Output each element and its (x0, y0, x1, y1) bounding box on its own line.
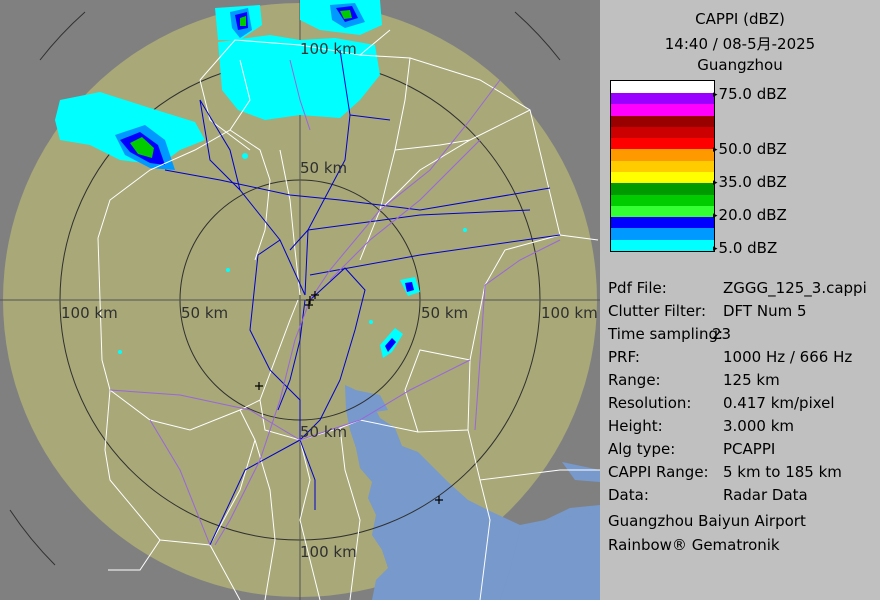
legend-label-35: 35.0 dBZ (713, 173, 787, 191)
site-name: Guangzhou (697, 56, 783, 74)
color-scale-swatch (611, 239, 714, 252)
info-key: Resolution: (608, 394, 692, 412)
legend-label-20: 20.0 dBZ (713, 206, 787, 224)
radar-echoes (55, 0, 467, 358)
range-label-west-100: 100 km (61, 304, 118, 322)
info-value: 23 (712, 325, 732, 343)
info-row-alg-type: Alg type: PCAPPI (608, 440, 880, 462)
airport-name: Guangzhou Baiyun Airport (608, 512, 806, 530)
radar-map-canvas: 100 km 50 km 100 km 50 km 50 km 100 km 5… (0, 0, 600, 600)
info-value: DFT Num 5 (723, 302, 807, 320)
color-scale-bar (610, 80, 715, 252)
vendor-name: Rainbow® Gematronik (608, 536, 780, 554)
color-scale-swatch (611, 126, 714, 139)
info-value: 1000 Hz / 666 Hz (723, 348, 853, 366)
site-markers (255, 291, 443, 504)
color-scale-swatch (611, 183, 714, 196)
radar-map: 100 km 50 km 100 km 50 km 50 km 100 km 5… (0, 0, 600, 600)
info-key: Height: (608, 417, 663, 435)
range-label-east-100: 100 km (541, 304, 598, 322)
info-value: 0.417 km/pixel (723, 394, 835, 412)
range-label-east-50: 50 km (421, 304, 468, 322)
color-scale-swatch (611, 149, 714, 162)
color-scale-swatch (611, 93, 714, 105)
info-key: PRF: (608, 348, 640, 366)
info-panel: CAPPI (dBZ) 14:40 / 08-5月-2025 Guangzhou… (600, 0, 880, 600)
info-value: 125 km (723, 371, 780, 389)
color-scale-swatch (611, 217, 714, 229)
info-row-pdf-file: Pdf File: ZGGG_125_3.cappi (608, 279, 880, 301)
info-row-time-sampling: Time sampling: 23 (608, 325, 880, 347)
info-value: ZGGG_125_3.cappi (723, 279, 867, 297)
range-labels: 100 km 50 km 100 km 50 km 50 km 100 km 5… (61, 40, 598, 561)
range-label-west-50: 50 km (181, 304, 228, 322)
legend-label-5: 5.0 dBZ (713, 239, 778, 257)
info-value: Radar Data (723, 486, 808, 504)
info-row-cappi-range: CAPPI Range: 5 km to 185 km (608, 463, 880, 485)
info-row-clutter-filter: Clutter Filter: DFT Num 5 (608, 302, 880, 324)
range-label-north-100: 100 km (300, 40, 357, 58)
info-row-prf: PRF: 1000 Hz / 666 Hz (608, 348, 880, 370)
info-row-resolution: Resolution: 0.417 km/pixel (608, 394, 880, 416)
range-label-south-50: 50 km (300, 423, 347, 441)
info-key: CAPPI Range: (608, 463, 709, 481)
air-routes-purple (109, 59, 561, 546)
info-key: Time sampling: (608, 325, 724, 343)
info-key: Pdf File: (608, 279, 667, 297)
legend-label-50: 50.0 dBZ (713, 140, 787, 158)
color-scale-swatch (611, 228, 714, 241)
color-scale-swatch (611, 81, 714, 94)
info-row-range: Range: 125 km (608, 371, 880, 393)
color-scale-swatch (611, 104, 714, 117)
product-title: CAPPI (dBZ) (695, 10, 785, 28)
air-routes-blue (164, 49, 561, 546)
info-row-data: Data: Radar Data (608, 486, 880, 508)
info-row-height: Height: 3.000 km (608, 417, 880, 439)
color-scale-swatch (611, 172, 714, 184)
water-bodies (345, 385, 600, 600)
info-key: Clutter Filter: (608, 302, 707, 320)
district-boundaries (97, 29, 600, 600)
info-value: PCAPPI (723, 440, 776, 458)
info-key: Data: (608, 486, 649, 504)
color-scale-swatch (611, 160, 714, 173)
info-value: 3.000 km (723, 417, 795, 435)
scan-datetime: 14:40 / 08-5月-2025 (664, 35, 816, 53)
info-value: 5 km to 185 km (723, 463, 842, 481)
legend-label-75: 75.0 dBZ (713, 85, 787, 103)
range-label-south-100: 100 km (300, 543, 357, 561)
info-key: Alg type: (608, 440, 676, 458)
color-scale-swatch (611, 138, 714, 150)
range-label-north-50: 50 km (300, 159, 347, 177)
info-key: Range: (608, 371, 661, 389)
color-scale-swatch (611, 205, 714, 218)
color-scale-swatch (611, 194, 714, 207)
color-scale-swatch (611, 115, 714, 128)
